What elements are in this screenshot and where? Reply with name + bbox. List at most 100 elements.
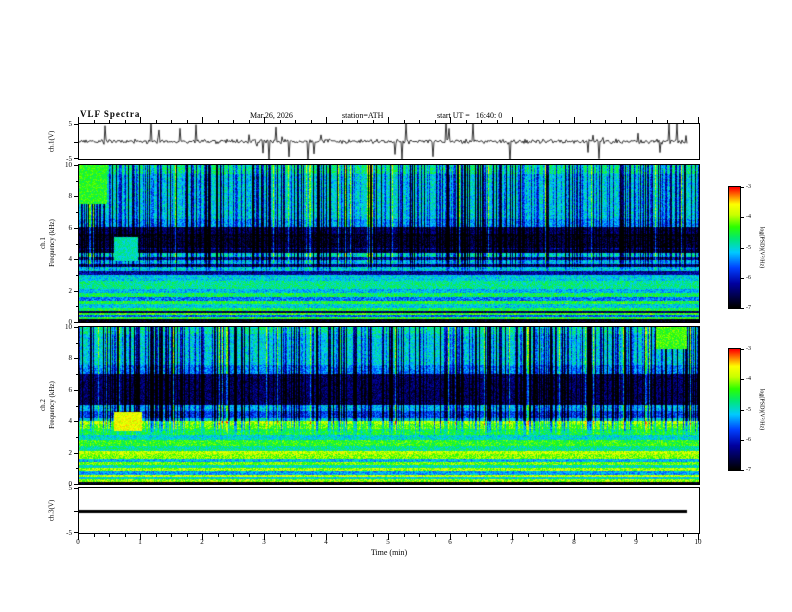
ch3v-y-tick-label: -5	[66, 529, 72, 537]
x-minor-tick-bottom	[481, 534, 482, 537]
x-tick-label: 7	[510, 538, 514, 546]
ch2-y-tick-label: 8	[68, 354, 73, 363]
x-tick-label: 8	[572, 538, 576, 546]
ch1-y-tick-label: 4	[68, 255, 73, 264]
x-minor-tick-top	[124, 120, 126, 123]
colorbar-tick-label: -6	[746, 274, 751, 281]
ch1-voltage-waveform	[79, 124, 699, 159]
x-minor-tick-top	[543, 120, 544, 123]
colorbar-ch2	[728, 348, 741, 471]
x-minor-tick-top	[233, 120, 234, 123]
x-minor-tick-top	[589, 120, 591, 123]
x-minor-tick-top	[310, 120, 312, 123]
ch2-y-minor-tick	[76, 468, 78, 470]
x-minor-tick-bottom	[295, 534, 296, 537]
ch1-y-major-tick	[74, 165, 78, 166]
ch1v-y-tick	[74, 124, 78, 125]
x-minor-tick-bottom	[651, 534, 653, 537]
x-tick-label: 2	[200, 538, 204, 546]
x-minor-tick-top	[481, 120, 482, 123]
x-minor-tick-top	[217, 120, 219, 123]
colorbar-tick-label: -3	[746, 346, 751, 352]
ch1-y-major-tick	[74, 227, 78, 229]
ch1v-y-tick	[74, 141, 78, 143]
figure-title: VLF Spectra	[80, 109, 141, 119]
x-major-tick-bottom	[574, 534, 575, 540]
colorbar-tick	[741, 379, 744, 381]
x-minor-tick-top	[667, 120, 668, 123]
ch1-y-tick-label: 6	[68, 223, 73, 232]
start-ut-label: start UT = 16:40: 0	[437, 111, 503, 120]
colorbar-tick-label: -6	[746, 436, 751, 443]
x-minor-tick-bottom	[403, 534, 405, 537]
ch1-voltage-panel	[78, 123, 700, 160]
ch2-y-major-tick	[74, 389, 78, 391]
ch1-y-minor-tick	[76, 243, 78, 245]
colorbar-tick	[741, 439, 744, 441]
ch1-y-tick-label: 10	[65, 161, 72, 169]
x-major-tick-top	[264, 117, 265, 123]
ch3-voltage-panel	[78, 487, 700, 534]
colorbar-ch2-gradient	[729, 349, 740, 470]
x-minor-tick-bottom	[248, 534, 250, 537]
colorbar-ch1-gradient	[729, 187, 740, 308]
ch3v-y-tick	[74, 532, 78, 533]
colorbar-tick	[741, 308, 744, 309]
ch1-y-minor-tick	[76, 306, 78, 308]
x-minor-tick-bottom	[124, 534, 126, 537]
colorbar-tick-label: -4	[746, 376, 751, 383]
x-major-tick-top	[140, 117, 141, 123]
x-minor-tick-top	[295, 120, 296, 123]
colorbar-tick	[741, 349, 744, 350]
ch2-axis-label-line2: Frequency (kHz)	[48, 381, 56, 429]
colorbar-tick	[741, 247, 744, 249]
x-minor-tick-bottom	[357, 534, 358, 537]
ch1-y-minor-tick	[76, 212, 78, 214]
colorbar-tick-label: -7	[746, 467, 751, 473]
x-minor-tick-top	[357, 120, 358, 123]
x-minor-tick-top	[419, 120, 420, 123]
x-major-tick-top	[202, 117, 203, 123]
x-minor-tick-top	[605, 120, 606, 123]
x-minor-tick-top	[465, 120, 467, 123]
x-major-tick-top	[574, 117, 575, 123]
x-minor-tick-bottom	[558, 534, 560, 537]
x-minor-tick-top	[527, 120, 529, 123]
x-major-tick-top	[450, 117, 451, 123]
x-minor-tick-top	[496, 120, 498, 123]
ch2-y-major-tick	[74, 358, 78, 360]
x-minor-tick-top	[682, 120, 684, 123]
x-tick-label: 0	[76, 538, 80, 546]
colorbar-tick	[741, 277, 744, 279]
ch1v-y-tick-label: -5	[66, 155, 72, 163]
x-major-tick-bottom	[636, 534, 637, 540]
ch1-y-minor-tick	[76, 274, 78, 276]
x-minor-tick-bottom	[543, 534, 544, 537]
ch1-y-tick-label: 0	[68, 318, 73, 326]
x-major-tick-bottom	[698, 534, 699, 540]
x-minor-tick-bottom	[667, 534, 668, 537]
x-minor-tick-bottom	[496, 534, 498, 537]
ch2-y-tick-label: 0	[68, 480, 73, 488]
ch1-frequency-axis-label: ch.1 Frequency (kHz)	[39, 163, 57, 323]
date-label: Mar.26, 2026	[250, 111, 293, 120]
colorbar-ch1	[728, 186, 741, 309]
colorbar-tick-label: -7	[746, 305, 751, 311]
x-minor-tick-bottom	[527, 534, 529, 537]
station-label: station=ATH	[342, 111, 384, 120]
colorbar-tick	[741, 470, 744, 471]
ch2-y-major-tick	[74, 327, 78, 328]
x-minor-tick-bottom	[372, 534, 374, 537]
x-minor-tick-bottom	[186, 534, 188, 537]
ch2-y-tick-label: 6	[68, 385, 73, 394]
ch2-y-tick-label: 4	[68, 417, 73, 426]
colorbar-tick	[741, 217, 744, 219]
ch3v-y-tick	[74, 488, 78, 489]
x-major-tick-bottom	[512, 534, 513, 540]
x-minor-tick-top	[620, 120, 622, 123]
x-minor-tick-bottom	[310, 534, 312, 537]
x-major-tick-top	[326, 117, 327, 123]
colorbar-tick-label: -5	[746, 406, 751, 413]
x-minor-tick-bottom	[109, 534, 110, 537]
colorbar-tick	[741, 409, 744, 411]
